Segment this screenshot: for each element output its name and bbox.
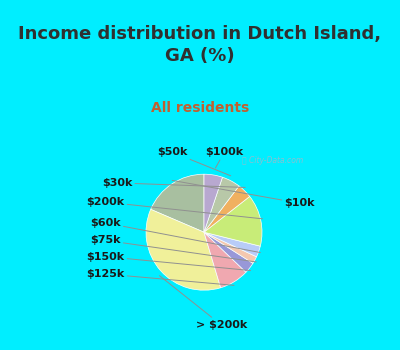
Text: $10k: $10k bbox=[172, 180, 315, 208]
Text: $50k: $50k bbox=[157, 147, 231, 176]
Text: All residents: All residents bbox=[151, 101, 249, 115]
Text: Income distribution in Dutch Island,
GA (%): Income distribution in Dutch Island, GA … bbox=[18, 25, 382, 65]
Wedge shape bbox=[204, 232, 253, 272]
Text: $200k: $200k bbox=[86, 197, 262, 219]
Text: $75k: $75k bbox=[90, 235, 256, 262]
Wedge shape bbox=[146, 209, 221, 290]
Text: $100k: $100k bbox=[205, 147, 243, 168]
Text: ⓘ City-Data.com: ⓘ City-Data.com bbox=[242, 156, 303, 165]
Wedge shape bbox=[204, 177, 239, 232]
Wedge shape bbox=[204, 174, 222, 232]
Wedge shape bbox=[151, 174, 204, 232]
Wedge shape bbox=[204, 186, 250, 232]
Text: $60k: $60k bbox=[90, 218, 260, 253]
Wedge shape bbox=[204, 196, 262, 246]
Wedge shape bbox=[204, 232, 260, 257]
Text: $150k: $150k bbox=[86, 252, 250, 271]
Text: $30k: $30k bbox=[102, 178, 245, 188]
Text: > $200k: > $200k bbox=[160, 276, 247, 330]
Text: $125k: $125k bbox=[86, 269, 234, 285]
Wedge shape bbox=[204, 232, 246, 288]
Wedge shape bbox=[204, 232, 256, 263]
